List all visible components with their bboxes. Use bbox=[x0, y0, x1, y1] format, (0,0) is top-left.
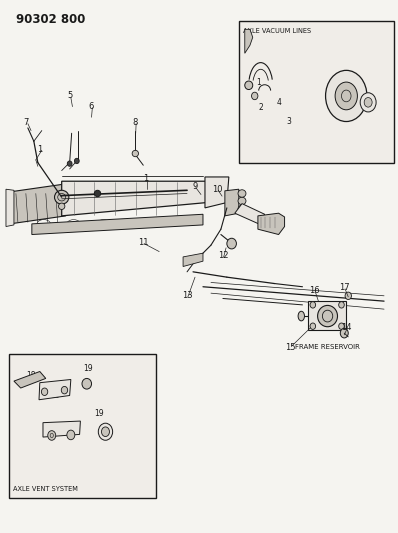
Ellipse shape bbox=[67, 430, 75, 440]
Text: 7: 7 bbox=[23, 118, 29, 127]
Text: AXLE VACUUM LINES: AXLE VACUUM LINES bbox=[243, 28, 311, 34]
Text: 11: 11 bbox=[138, 238, 148, 247]
Ellipse shape bbox=[227, 238, 236, 249]
Ellipse shape bbox=[310, 323, 316, 329]
Text: 13: 13 bbox=[182, 292, 192, 300]
Ellipse shape bbox=[318, 305, 338, 327]
Polygon shape bbox=[235, 204, 265, 224]
Text: 9: 9 bbox=[192, 182, 198, 191]
Text: 21: 21 bbox=[47, 423, 57, 432]
Text: 19: 19 bbox=[83, 365, 92, 373]
Ellipse shape bbox=[364, 98, 372, 107]
Ellipse shape bbox=[238, 205, 246, 213]
Ellipse shape bbox=[340, 328, 348, 338]
Bar bbox=[9, 354, 156, 498]
Ellipse shape bbox=[74, 158, 79, 164]
Polygon shape bbox=[43, 421, 80, 437]
Ellipse shape bbox=[245, 81, 253, 90]
Text: 14: 14 bbox=[341, 324, 351, 332]
Ellipse shape bbox=[252, 92, 258, 100]
Text: 1: 1 bbox=[37, 145, 43, 154]
Polygon shape bbox=[14, 372, 46, 388]
Text: 10: 10 bbox=[212, 185, 222, 193]
Text: 1: 1 bbox=[256, 78, 261, 87]
Ellipse shape bbox=[335, 82, 357, 110]
Text: 6: 6 bbox=[89, 102, 94, 111]
Text: 22: 22 bbox=[100, 425, 109, 433]
Ellipse shape bbox=[360, 93, 376, 112]
Ellipse shape bbox=[238, 190, 246, 197]
Text: 18: 18 bbox=[26, 372, 35, 380]
Ellipse shape bbox=[101, 427, 109, 437]
Text: 2: 2 bbox=[258, 103, 263, 112]
Polygon shape bbox=[225, 189, 239, 216]
Ellipse shape bbox=[94, 190, 101, 197]
Ellipse shape bbox=[55, 190, 69, 204]
Polygon shape bbox=[39, 379, 71, 400]
Ellipse shape bbox=[339, 302, 344, 308]
Text: 20: 20 bbox=[51, 391, 60, 400]
Ellipse shape bbox=[67, 161, 72, 166]
Ellipse shape bbox=[339, 323, 344, 329]
Ellipse shape bbox=[41, 388, 48, 395]
Ellipse shape bbox=[98, 423, 113, 440]
Ellipse shape bbox=[326, 70, 367, 122]
Text: AXLE VENT SYSTEM: AXLE VENT SYSTEM bbox=[13, 486, 78, 492]
Text: 5: 5 bbox=[67, 92, 72, 100]
Ellipse shape bbox=[61, 386, 68, 394]
Text: 8: 8 bbox=[133, 118, 138, 127]
Text: 1: 1 bbox=[142, 174, 148, 183]
Text: FRAME RESERVOIR: FRAME RESERVOIR bbox=[295, 344, 359, 350]
Ellipse shape bbox=[298, 311, 304, 321]
Text: 12: 12 bbox=[218, 252, 228, 260]
Polygon shape bbox=[245, 29, 253, 53]
Polygon shape bbox=[32, 214, 203, 235]
Ellipse shape bbox=[238, 197, 246, 205]
Ellipse shape bbox=[310, 302, 316, 308]
Text: 17: 17 bbox=[339, 284, 349, 292]
Polygon shape bbox=[10, 184, 66, 224]
Ellipse shape bbox=[48, 431, 56, 440]
Polygon shape bbox=[62, 181, 207, 216]
Ellipse shape bbox=[59, 203, 65, 209]
Text: 90302 800: 90302 800 bbox=[16, 13, 85, 26]
Text: 3: 3 bbox=[286, 117, 291, 126]
Ellipse shape bbox=[132, 150, 139, 157]
Polygon shape bbox=[258, 213, 285, 235]
Polygon shape bbox=[205, 177, 229, 208]
Polygon shape bbox=[183, 253, 203, 266]
Ellipse shape bbox=[82, 378, 92, 389]
Bar bbox=[239, 21, 394, 163]
Text: 4: 4 bbox=[276, 98, 281, 107]
Ellipse shape bbox=[345, 292, 351, 300]
Polygon shape bbox=[6, 189, 14, 227]
Text: 19: 19 bbox=[94, 409, 103, 417]
Text: 16: 16 bbox=[309, 286, 320, 295]
Text: 15: 15 bbox=[285, 343, 296, 352]
Polygon shape bbox=[308, 301, 346, 330]
